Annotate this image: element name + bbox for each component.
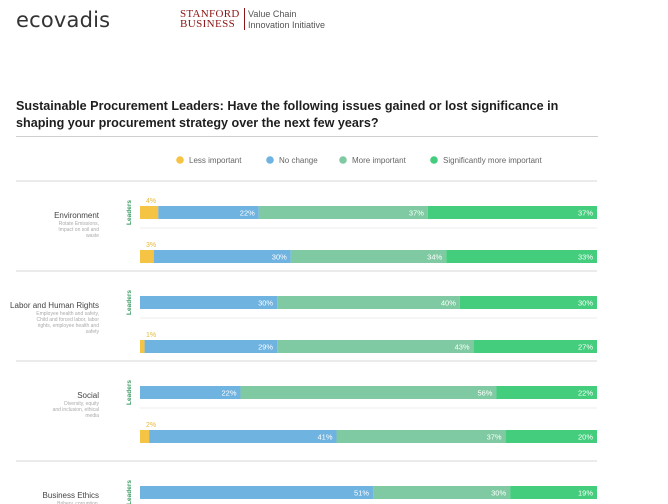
- value-chain-initiative-label: Value Chain Innovation Initiative: [248, 9, 325, 31]
- bar-segment-significantly-more-important: [505, 430, 597, 443]
- bar-segment-less-important: [140, 430, 150, 443]
- legend-swatch-more-important: [339, 156, 347, 164]
- bar-segment-no-change: [140, 486, 374, 499]
- bar-segment-significantly-more-important: [427, 206, 597, 219]
- bar-segment-no-change: [158, 206, 259, 219]
- category-title-business-ethics: Business Ethics: [43, 491, 99, 500]
- legend-label-less-important: Less important: [189, 156, 242, 165]
- data-label-no-change: 30%: [258, 299, 273, 308]
- bar-segment-no-change: [149, 430, 337, 443]
- title-divider: [16, 136, 598, 137]
- category-subtitle-labor-and-human-rights: Employee health and safety,: [36, 311, 99, 317]
- bar-segment-less-important: [140, 206, 159, 219]
- category-subtitle-social: and inclusion, ethical: [53, 407, 99, 413]
- bar-segment-more-important: [258, 206, 428, 219]
- legend-label-significantly-more-important: Significantly more important: [443, 156, 542, 165]
- data-label-significantly-more-important: 33%: [578, 253, 593, 262]
- category-subtitle-environment: Impact on soil and: [58, 227, 99, 233]
- category-title-labor-and-human-rights: Labor and Human Rights: [10, 301, 99, 310]
- legend-swatch-no-change: [266, 156, 274, 164]
- leaders-label: Leaders: [126, 290, 133, 315]
- data-label-less-important: 1%: [146, 332, 156, 339]
- category-title-social: Social: [77, 391, 99, 400]
- bar-segment-more-important: [277, 340, 474, 353]
- bar-segment-more-important: [336, 430, 506, 443]
- initiative-line1: Value Chain: [248, 9, 297, 19]
- data-label-more-important: 40%: [441, 299, 456, 308]
- data-label-more-important: 37%: [409, 209, 424, 218]
- data-label-more-important: 43%: [455, 343, 470, 352]
- data-label-more-important: 56%: [477, 389, 492, 398]
- stanford-logo-line2: BUSINESS: [180, 18, 236, 30]
- bar-segment-significantly-more-important: [496, 386, 597, 399]
- bar-segment-more-important: [373, 486, 511, 499]
- bar-segment-no-change: [153, 250, 291, 263]
- data-label-more-important: 34%: [427, 253, 442, 262]
- chart-title: Sustainable Procurement Leaders: Have th…: [16, 99, 559, 130]
- category-subtitle-business-ethics: Bribery, corruption,: [57, 501, 99, 504]
- category-subtitle-environment: Rotate Emissions,: [59, 221, 99, 227]
- leaders-label: Leaders: [126, 380, 133, 405]
- data-label-less-important: 2%: [146, 422, 156, 429]
- data-label-no-change: 51%: [354, 489, 369, 498]
- leaders-label: Leaders: [126, 200, 133, 225]
- data-label-significantly-more-important: 22%: [578, 389, 593, 398]
- legend-swatch-less-important: [176, 156, 184, 164]
- legend-label-no-change: No change: [279, 156, 318, 165]
- bar-segment-significantly-more-important: [510, 486, 597, 499]
- stanford-logo-line1: STANFORD: [180, 8, 240, 20]
- bar-segment-more-important: [290, 250, 447, 263]
- data-label-no-change: 22%: [240, 209, 255, 218]
- data-label-no-change: 29%: [258, 343, 273, 352]
- data-label-more-important: 37%: [487, 433, 502, 442]
- data-label-significantly-more-important: 27%: [578, 343, 593, 352]
- bar-segment-no-change: [140, 386, 241, 399]
- category-subtitle-environment: waste: [86, 233, 99, 239]
- bar-segment-less-important: [140, 250, 154, 263]
- legend-label-more-important: More important: [352, 156, 407, 165]
- category-subtitle-labor-and-human-rights: safety: [86, 329, 100, 335]
- data-label-no-change: 41%: [317, 433, 332, 442]
- legend-swatch-significantly-more-important: [430, 156, 438, 164]
- data-label-significantly-more-important: 19%: [578, 489, 593, 498]
- logo-divider: [244, 8, 245, 30]
- category-subtitle-social: media: [85, 413, 99, 419]
- ecovadis-logo: ecovadis: [16, 8, 111, 32]
- data-label-significantly-more-important: 20%: [578, 433, 593, 442]
- category-subtitle-labor-and-human-rights: Child and forced labor, labor: [36, 317, 99, 323]
- data-label-more-important: 30%: [491, 489, 506, 498]
- data-label-no-change: 30%: [272, 253, 287, 262]
- bar-segment-less-important: [140, 340, 145, 353]
- data-label-no-change: 22%: [222, 389, 237, 398]
- bar-segment-no-change: [140, 296, 278, 309]
- bar-segment-more-important: [277, 296, 460, 309]
- stanford-business-logo: STANFORD BUSINESS: [180, 8, 242, 30]
- leaders-label: Leaders: [126, 480, 133, 504]
- data-label-significantly-more-important: 37%: [578, 209, 593, 218]
- category-subtitle-labor-and-human-rights: rights, employee health and: [38, 323, 100, 329]
- data-label-less-important: 4%: [146, 198, 156, 205]
- bar-segment-more-important: [240, 386, 497, 399]
- bar-segment-significantly-more-important: [459, 296, 597, 309]
- bar-segment-significantly-more-important: [473, 340, 597, 353]
- data-label-less-important: 3%: [146, 242, 156, 249]
- data-label-significantly-more-important: 30%: [578, 299, 593, 308]
- bar-segment-no-change: [144, 340, 278, 353]
- bar-segment-significantly-more-important: [446, 250, 597, 263]
- initiative-line2: Innovation Initiative: [248, 20, 326, 30]
- category-title-environment: Environment: [54, 211, 100, 220]
- category-subtitle-social: Diversity, equity: [64, 401, 99, 407]
